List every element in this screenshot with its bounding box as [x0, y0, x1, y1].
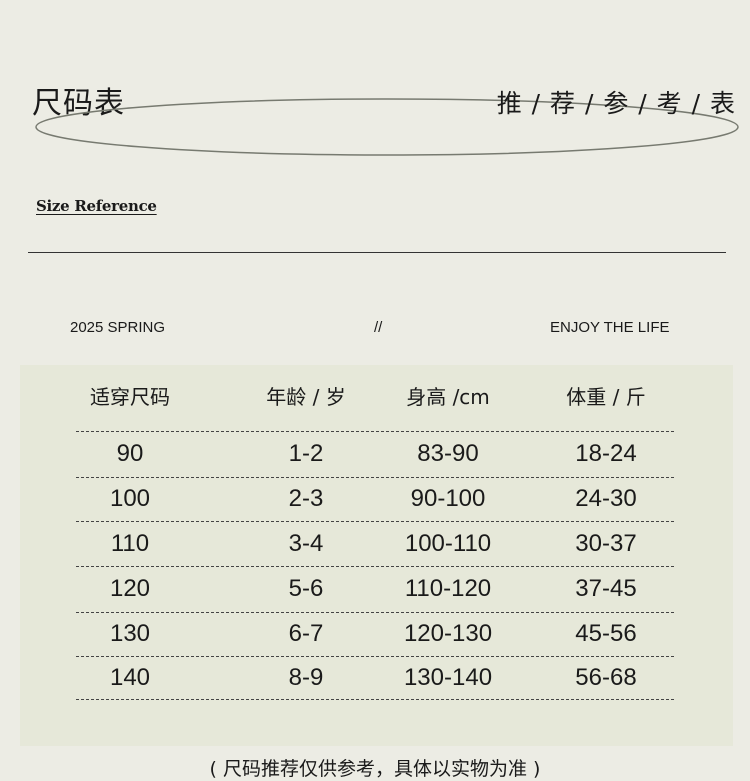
table-cell: 37-45 — [575, 575, 637, 602]
table-row: 90 1-2 83-90 18-24 — [76, 432, 674, 476]
page-title: 尺码表 — [32, 86, 125, 121]
table-cell: 110-120 — [404, 575, 492, 602]
table-cell: 2-3 — [288, 485, 324, 512]
dashed-divider — [76, 477, 674, 478]
dashed-divider — [76, 521, 674, 522]
table-cell: 90-100 — [410, 485, 486, 512]
table-cell: 90 — [116, 440, 144, 467]
table-cell: 100 — [109, 485, 151, 512]
table-cell: 120-130 — [403, 620, 493, 647]
table-row: 110 3-4 100-110 30-37 — [76, 522, 674, 566]
column-header: 年龄 / 岁 — [266, 385, 346, 409]
table-cell: 3-4 — [288, 529, 324, 557]
column-header: 体重 / 斤 — [566, 385, 646, 409]
table-row: 140 8-9 130-140 56-68 — [76, 656, 674, 700]
tagline-left: 2025 SPRING — [70, 319, 166, 336]
dashed-divider — [76, 699, 674, 700]
column-header: 身高 /cm — [406, 385, 490, 409]
size-table-panel — [20, 365, 733, 746]
table-cell: 130-140 — [403, 663, 493, 691]
dashed-divider — [76, 566, 674, 567]
table-row: 130 6-7 120-130 45-56 — [76, 612, 674, 656]
table-cell: 1-2 — [288, 440, 324, 467]
disclaimer-note: ( 尺码推荐仅供参考，具体以实物为准 ) — [209, 758, 541, 780]
table-cell: 83-90 — [417, 440, 479, 467]
table-cell: 120 — [109, 575, 151, 602]
dashed-divider — [76, 431, 674, 432]
table-header: 适穿尺码 年龄 / 岁 身高 /cm 体重 / 斤 — [76, 375, 674, 419]
table-cell: 5-6 — [288, 575, 324, 602]
recommend-title: 推 / 荐 / 参 / 考 / 表 — [496, 89, 736, 118]
table-cell: 18-24 — [575, 440, 637, 467]
table-cell: 56-68 — [575, 663, 637, 691]
table-cell: 30-37 — [575, 529, 637, 557]
table-cell: 24-30 — [575, 485, 637, 512]
table-cell: 130 — [109, 620, 151, 647]
size-reference-subtitle: Size Reference — [36, 197, 157, 215]
tagline-center: // — [374, 319, 383, 336]
tagline-right: ENJOY THE LIFE — [550, 319, 670, 336]
table-cell: 8-9 — [288, 663, 324, 691]
divider — [28, 252, 726, 253]
table-cell: 45-56 — [575, 620, 637, 647]
table-cell: 100-110 — [404, 529, 492, 557]
table-cell: 6-7 — [288, 620, 324, 647]
table-cell: 110 — [110, 529, 150, 557]
table-cell: 140 — [109, 663, 151, 691]
table-row: 100 2-3 90-100 24-30 — [76, 477, 674, 521]
column-header: 适穿尺码 — [90, 385, 170, 409]
table-row: 120 5-6 110-120 37-45 — [76, 567, 674, 611]
decorative-ellipse — [35, 98, 739, 156]
dashed-divider — [76, 612, 674, 613]
dashed-divider — [76, 656, 674, 657]
